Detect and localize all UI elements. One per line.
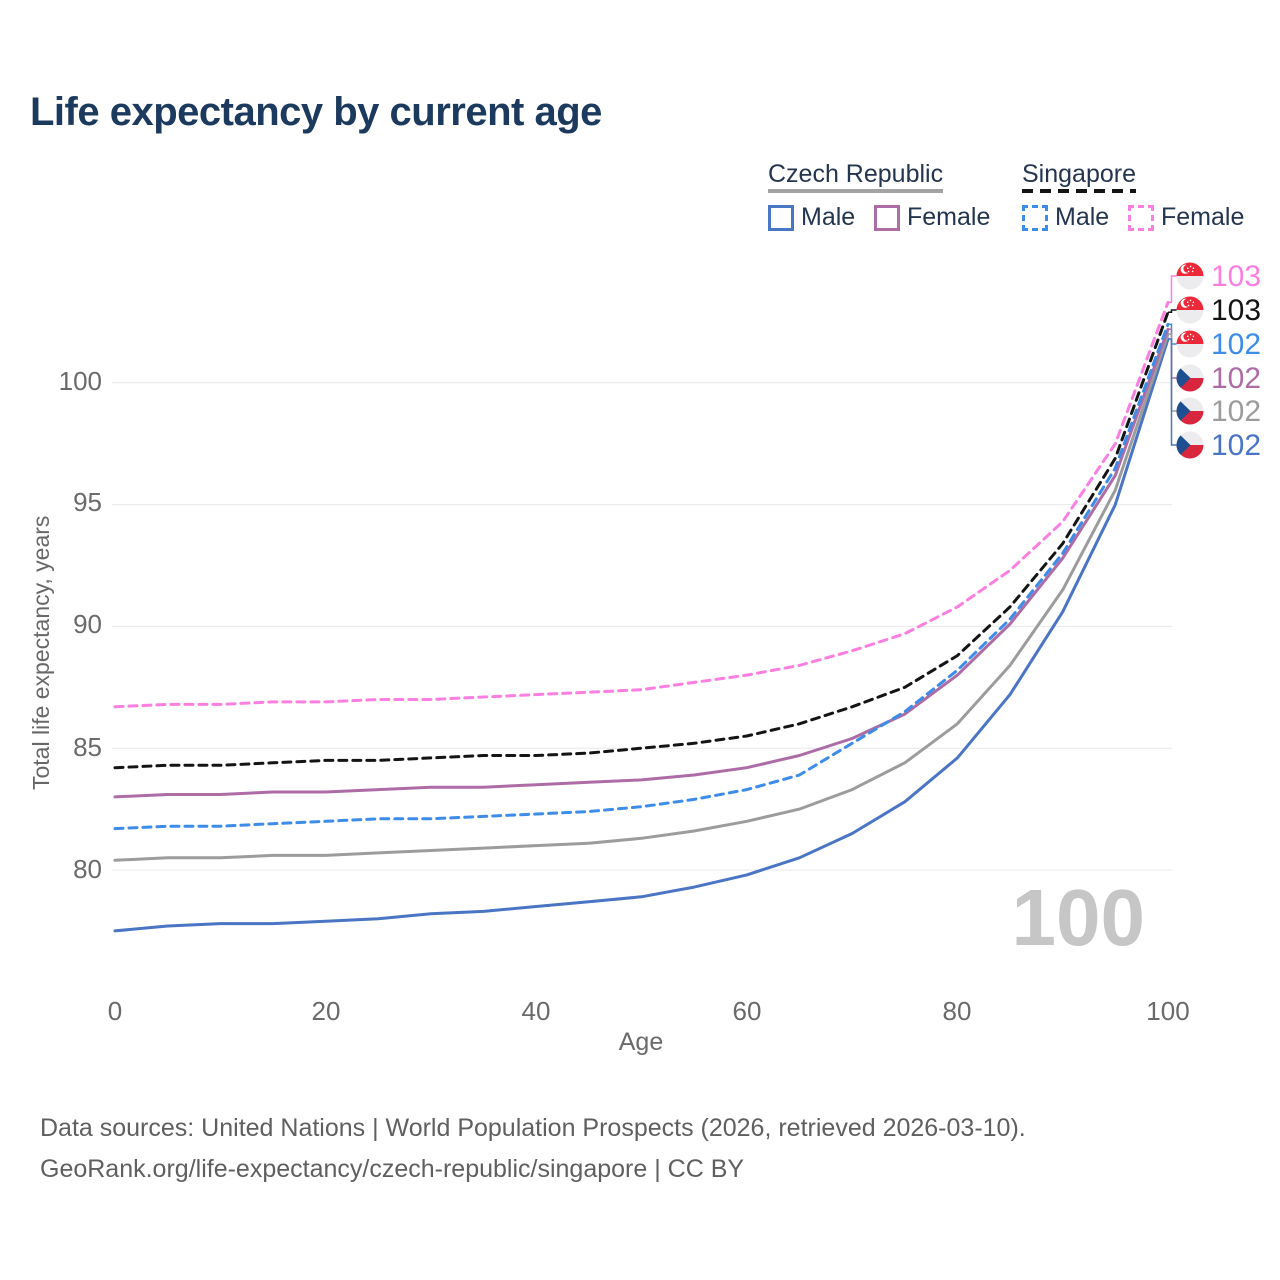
footer: Data sources: United Nations | World Pop… xyxy=(40,1108,1026,1190)
singapore-flag-icon xyxy=(1177,263,1204,290)
legend-underline-singapore xyxy=(1022,189,1136,193)
singapore-male-swatch-icon xyxy=(1022,204,1048,231)
legend-underline-czech xyxy=(768,189,943,193)
series-line-singapore-both-sexes[interactable] xyxy=(113,310,1170,770)
attribution-line: GeoRank.org/life-expectancy/czech-republ… xyxy=(40,1155,745,1183)
x-tick-80: 80 xyxy=(942,996,972,1026)
series-line-singapore-male[interactable] xyxy=(113,322,1170,831)
czech-male-swatch-icon xyxy=(768,204,794,231)
legend-item-czech-male[interactable]: Male xyxy=(768,203,855,232)
end-value-label-singapore-male: 102 xyxy=(1211,328,1261,361)
x-axis-title: Age xyxy=(618,1028,664,1056)
legend-item-czech-female[interactable]: Female xyxy=(874,203,990,232)
czech-flag-icon xyxy=(1177,398,1204,425)
legend-group-czech-republic: Czech Republic xyxy=(768,160,944,188)
leader-line-sg-103 xyxy=(1168,275,1177,304)
end-value-label-czech-republic-both-sexes: 102 xyxy=(1211,395,1261,428)
x-tick-100: 100 xyxy=(1146,996,1190,1026)
legend-item-label: Female xyxy=(907,203,991,231)
y-tick-95: 95 xyxy=(73,487,102,517)
end-value-label-singapore-female: 103 xyxy=(1211,260,1261,293)
legend-group-singapore: Singapore xyxy=(1022,160,1136,188)
x-tick-20: 20 xyxy=(311,996,341,1026)
singapore-flag-icon xyxy=(1177,297,1204,324)
series-line-czech-republic-male[interactable] xyxy=(113,337,1170,933)
leader-line-cz-102 xyxy=(1168,338,1177,446)
end-value-label-czech-republic-female: 102 xyxy=(1211,362,1261,395)
series-line-singapore-female[interactable] xyxy=(113,300,1170,709)
end-value-label-czech-republic-male: 102 xyxy=(1211,429,1261,462)
legend-item-label: Male xyxy=(801,203,856,231)
end-value-label-singapore-both-sexes: 103 xyxy=(1211,294,1261,327)
x-tick-40: 40 xyxy=(521,996,551,1026)
x-tick-0: 0 xyxy=(107,996,123,1026)
legend-item-singapore-male[interactable]: Male xyxy=(1022,203,1109,232)
y-tick-80: 80 xyxy=(73,854,102,884)
singapore-female-swatch-icon xyxy=(1128,204,1154,231)
data-source-line: Data sources: United Nations | World Pop… xyxy=(40,1114,1026,1142)
series-line-czech-republic-female[interactable] xyxy=(113,327,1170,799)
legend-item-label: Female xyxy=(1161,203,1245,231)
czech-flag-icon xyxy=(1177,432,1204,459)
y-tick-85: 85 xyxy=(73,732,102,762)
y-tick-100: 100 xyxy=(58,366,102,396)
singapore-flag-icon xyxy=(1177,331,1204,358)
legend-item-label: Male xyxy=(1055,203,1110,231)
legend-item-singapore-female[interactable]: Female xyxy=(1128,203,1244,232)
age-counter-watermark: 100 xyxy=(1011,873,1145,962)
series-line-czech-republic-both-sexes[interactable] xyxy=(113,332,1170,862)
x-tick-60: 60 xyxy=(732,996,762,1026)
page-title: Life expectancy by current age xyxy=(30,90,602,134)
y-tick-90: 90 xyxy=(73,609,102,639)
leader-line-sg-103 xyxy=(1168,309,1177,313)
czech-flag-icon xyxy=(1177,365,1204,392)
czech-female-swatch-icon xyxy=(874,204,900,231)
